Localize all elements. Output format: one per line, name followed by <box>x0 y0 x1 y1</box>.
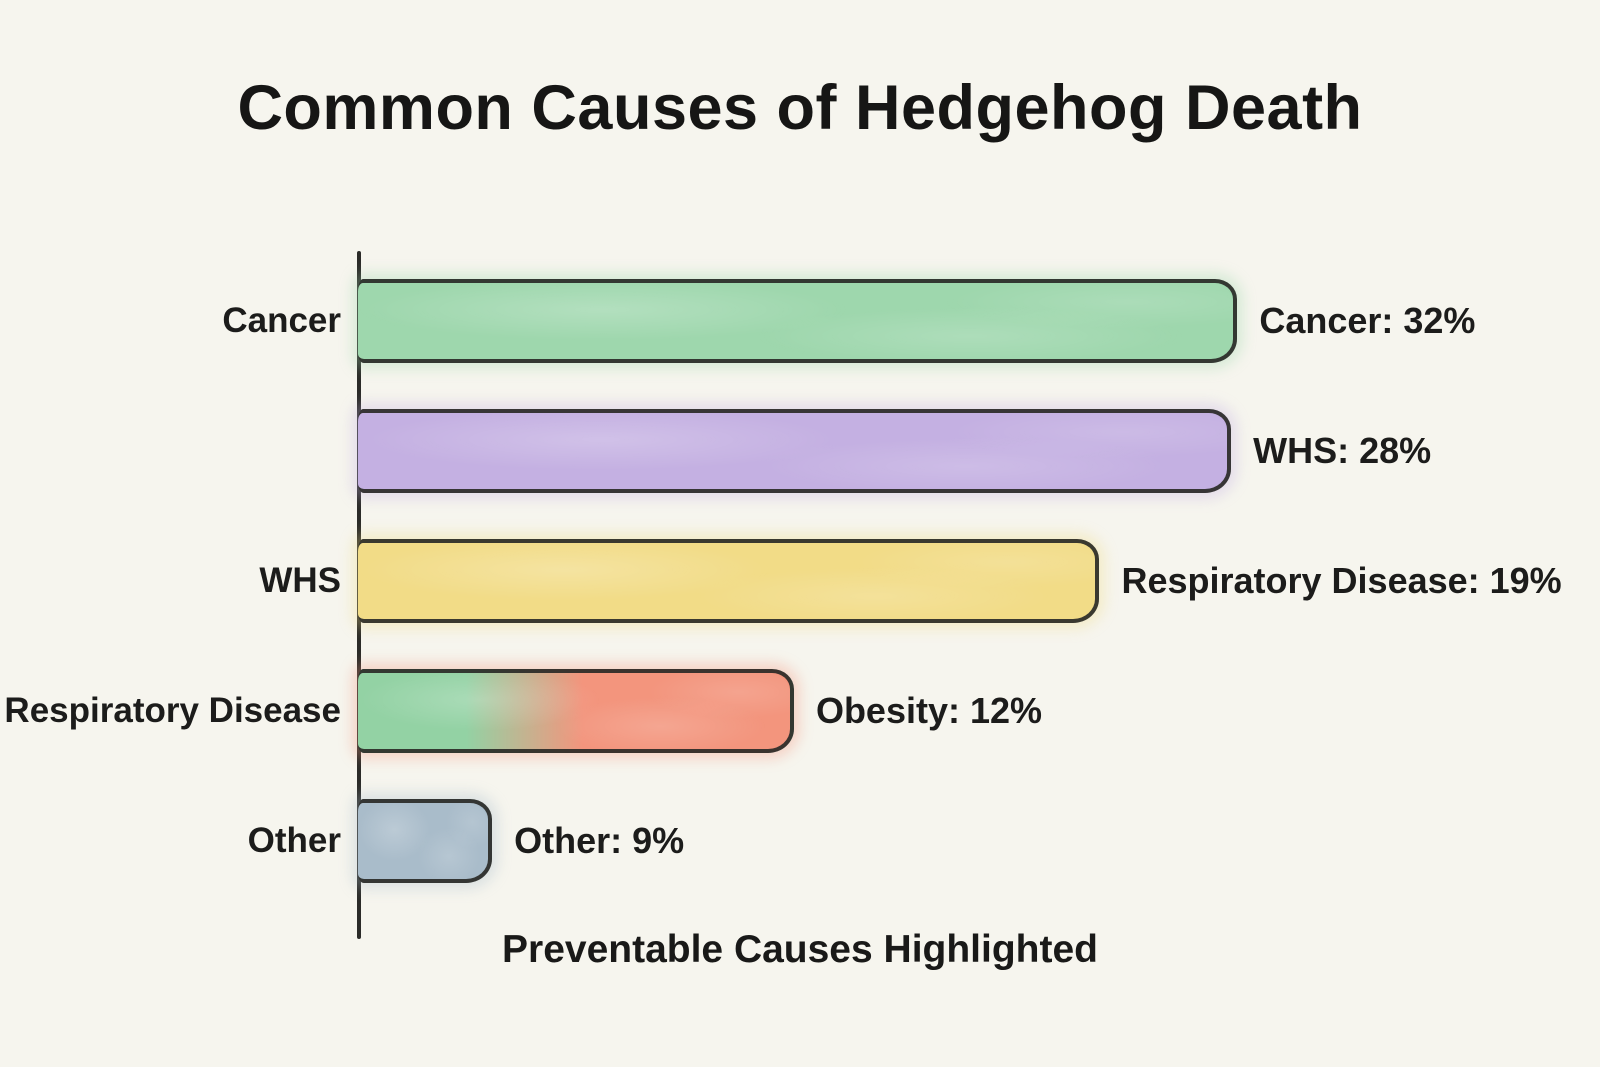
chart-title: Common Causes of Hedgehog Death <box>237 73 1363 143</box>
bar-cancer <box>358 279 1238 363</box>
bar-row: Respiratory Disease Obesity: 12% <box>0 646 1600 776</box>
bar-row: WHS: 28% <box>0 386 1600 516</box>
bar-chart: Cancer Cancer: 32% WHS: 28% WHS Respirat… <box>0 251 1600 939</box>
bar-row: Cancer Cancer: 32% <box>0 256 1600 386</box>
bar-other <box>358 799 493 883</box>
bar-value-label: WHS: 28% <box>1253 430 1432 471</box>
bar-value-label: Other: 9% <box>514 820 685 861</box>
bar-value-label: Cancer: 32% <box>1259 300 1476 341</box>
y-axis-label: Cancer <box>222 301 341 340</box>
bar-value-label: Respiratory Disease: 19% <box>1121 560 1562 601</box>
bar-whs <box>358 409 1232 493</box>
chart-caption: Preventable Causes Highlighted <box>502 928 1098 971</box>
plot-area-row: Other: 9% <box>358 776 1600 906</box>
bar-row: Other Other: 9% <box>0 776 1600 906</box>
bar-row: WHS Respiratory Disease: 19% <box>0 516 1600 646</box>
bar-obesity <box>358 669 794 753</box>
plot-area-row: Obesity: 12% <box>358 646 1600 776</box>
plot-area-row: Respiratory Disease: 19% <box>358 516 1600 646</box>
y-axis-label: Respiratory Disease <box>4 691 341 730</box>
y-axis-label: WHS <box>259 561 341 600</box>
plot-area-row: Cancer: 32% <box>358 256 1600 386</box>
y-axis-label: Other <box>247 821 341 860</box>
bar-respiratory-disease <box>358 539 1100 623</box>
plot-area-row: WHS: 28% <box>358 386 1600 516</box>
bar-value-label: Obesity: 12% <box>815 690 1043 731</box>
